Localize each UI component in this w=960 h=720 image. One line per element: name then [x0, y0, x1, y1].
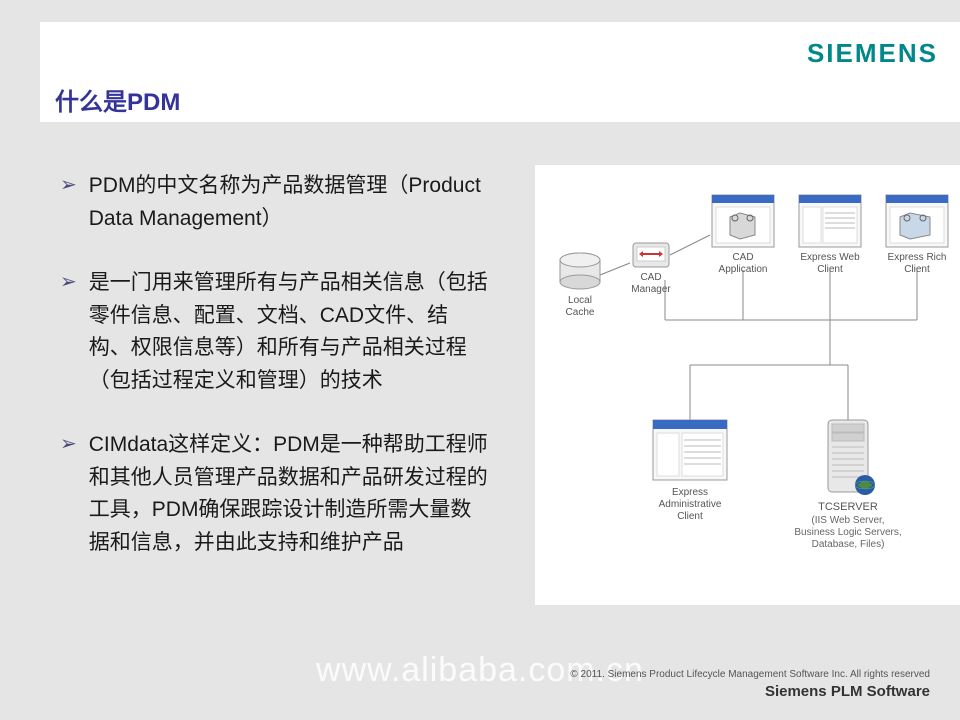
tcserver-icon — [828, 420, 875, 495]
rich-client-icon — [886, 195, 948, 247]
bullet-item: ➢ 是一门用来管理所有与产品相关信息（包括零件信息、配置、文档、CAD文件、结构… — [60, 267, 490, 397]
svg-text:Business Logic Servers,: Business Logic Servers, — [794, 527, 901, 538]
slide: 什么是PDM SIEMENS ➢ PDM的中文名称为产品数据管理（Product… — [0, 0, 960, 720]
architecture-diagram: Local Cache CAD Manager CAD — [535, 165, 960, 605]
svg-text:TCSERVER: TCSERVER — [818, 501, 878, 513]
footer-brand: Siemens PLM Software — [765, 683, 930, 700]
svg-text:CAD: CAD — [732, 252, 753, 263]
svg-text:Express Web: Express Web — [800, 252, 860, 263]
svg-text:Express Rich: Express Rich — [888, 252, 947, 263]
bullet-marker-icon: ➢ — [60, 269, 77, 294]
svg-text:CAD: CAD — [640, 272, 661, 283]
local-cache-icon — [560, 253, 600, 289]
web-client-icon — [799, 195, 861, 247]
footer-copyright: © 2011. Siemens Product Lifecycle Manage… — [570, 669, 930, 680]
svg-text:Database, Files): Database, Files) — [812, 539, 885, 550]
slide-title: 什么是PDM — [55, 82, 180, 117]
bullet-text: CIMdata这样定义：PDM是一种帮助工程师和其他人员管理产品数据和产品研发过… — [89, 429, 490, 559]
svg-text:(IIS Web Server,: (IIS Web Server, — [811, 515, 884, 526]
svg-text:Express: Express — [672, 487, 708, 498]
bullet-item: ➢ CIMdata这样定义：PDM是一种帮助工程师和其他人员管理产品数据和产品研… — [60, 429, 490, 559]
svg-text:Client: Client — [904, 264, 930, 275]
bullet-list: ➢ PDM的中文名称为产品数据管理（Product Data Managemen… — [60, 170, 490, 591]
svg-text:Client: Client — [817, 264, 843, 275]
bullet-marker-icon: ➢ — [60, 431, 77, 456]
cad-application-icon — [712, 195, 774, 247]
bullet-text: PDM的中文名称为产品数据管理（Product Data Management） — [89, 170, 490, 235]
svg-text:Manager: Manager — [631, 284, 671, 295]
bullet-text: 是一门用来管理所有与产品相关信息（包括零件信息、配置、文档、CAD文件、结构、权… — [89, 267, 490, 397]
svg-text:Cache: Cache — [566, 307, 595, 318]
bullet-item: ➢ PDM的中文名称为产品数据管理（Product Data Managemen… — [60, 170, 490, 235]
siemens-logo: SIEMENS — [807, 38, 938, 69]
svg-text:Administrative: Administrative — [659, 499, 722, 510]
svg-text:Client: Client — [677, 511, 703, 522]
local-cache-label: Local — [568, 295, 592, 306]
bullet-marker-icon: ➢ — [60, 172, 77, 197]
svg-text:Application: Application — [719, 264, 768, 275]
admin-client-icon — [653, 420, 727, 480]
cad-manager-icon — [633, 243, 669, 267]
